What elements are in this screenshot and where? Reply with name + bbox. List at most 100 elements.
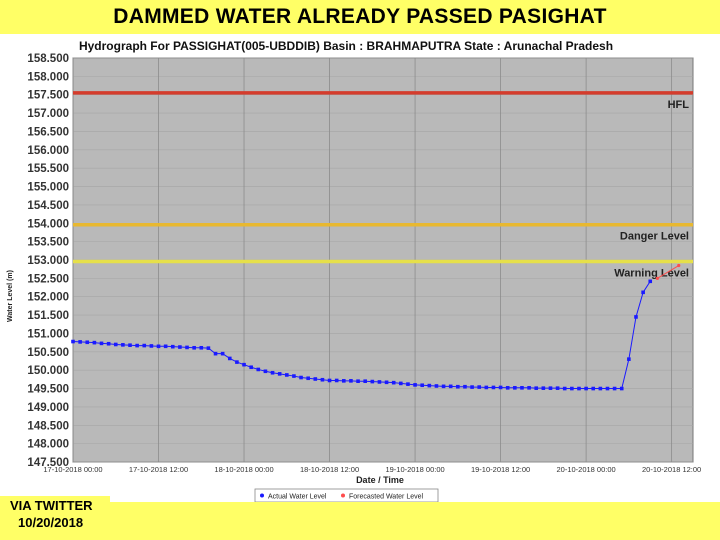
actual-point <box>577 386 581 391</box>
y-tick-label: 150.000 <box>27 365 69 377</box>
actual-point <box>363 379 367 383</box>
forecast-point <box>677 263 681 268</box>
y-tick-label: 157.500 <box>27 90 69 102</box>
actual-point <box>370 379 375 384</box>
x-axis-label: Date / Time <box>356 475 404 485</box>
actual-point <box>456 384 460 389</box>
actual-point <box>113 342 118 347</box>
actual-point <box>612 386 617 391</box>
actual-point <box>71 339 75 344</box>
actual-point <box>185 345 189 350</box>
actual-point <box>513 386 517 390</box>
actual-point <box>334 378 339 383</box>
actual-point <box>156 344 161 349</box>
actual-point <box>178 345 182 349</box>
actual-point <box>498 385 503 390</box>
actual-point <box>420 383 424 388</box>
actual-series-line <box>72 281 651 390</box>
actual-point <box>605 386 610 391</box>
x-tick-label: 18-10-2018 12:00 <box>300 465 359 474</box>
y-tick-label: 156.000 <box>27 145 69 157</box>
ref-label-hfl: HFL <box>668 99 690 111</box>
legend-forecast-marker <box>341 493 345 498</box>
actual-point <box>377 380 382 384</box>
actual-point <box>170 344 175 349</box>
actual-point <box>427 383 432 388</box>
actual-point <box>249 365 253 370</box>
ref-label-danger-level: Danger Level <box>620 231 689 243</box>
y-tick-label: 148.500 <box>27 420 69 432</box>
y-tick-label: 148.000 <box>27 439 69 451</box>
y-tick-label: 155.500 <box>27 163 69 175</box>
actual-point <box>548 386 553 390</box>
actual-point <box>520 386 524 390</box>
y-tick-label: 156.500 <box>27 126 69 138</box>
actual-point <box>242 362 246 367</box>
credit-box: VIA TWITTER 10/20/2018 <box>0 496 110 540</box>
y-tick-label: 152.500 <box>27 273 69 285</box>
actual-point <box>349 379 353 383</box>
actual-point <box>128 343 132 348</box>
actual-point <box>434 384 439 388</box>
actual-point <box>505 386 510 390</box>
credit-date: 10/20/2018 <box>18 515 84 530</box>
legend-forecast-label: Forecasted Water Level <box>349 494 423 501</box>
y-tick-label: 153.500 <box>27 237 69 249</box>
actual-point <box>448 384 453 389</box>
actual-point <box>149 344 154 348</box>
y-axis-label: Water Level (m) <box>7 270 14 322</box>
actual-point <box>299 375 303 380</box>
y-tick-label: 147.500 <box>27 457 69 469</box>
y-tick-label: 154.500 <box>27 200 69 212</box>
x-tick-label: 19-10-2018 00:00 <box>385 465 444 474</box>
y-tick-label: 154.000 <box>27 218 69 230</box>
actual-point <box>527 386 531 390</box>
y-tick-label: 157.000 <box>27 108 69 120</box>
y-tick-label: 149.000 <box>27 402 69 414</box>
x-tick-label: 19-10-2018 12:00 <box>471 465 530 474</box>
credit-source: VIA TWITTER <box>10 498 93 513</box>
actual-point <box>78 340 82 344</box>
actual-point <box>406 382 410 386</box>
x-tick-label: 18-10-2018 00:00 <box>214 465 273 474</box>
actual-point <box>441 384 446 389</box>
actual-point <box>399 381 403 386</box>
actual-point <box>106 341 111 346</box>
actual-point <box>463 384 467 389</box>
actual-point <box>270 370 275 375</box>
actual-point <box>484 385 489 390</box>
x-tick-label: 17-10-2018 12:00 <box>129 465 188 474</box>
y-tick-label: 152.000 <box>27 292 69 304</box>
actual-point <box>327 378 332 383</box>
actual-point <box>648 279 653 284</box>
actual-point <box>99 341 104 346</box>
actual-point <box>384 380 389 385</box>
headline-banner: DAMMED WATER ALREADY PASSED PASIGHAT <box>0 0 720 34</box>
actual-point <box>627 357 631 361</box>
y-tick-label: 158.500 <box>27 53 69 65</box>
y-tick-label: 151.500 <box>27 310 69 322</box>
actual-point <box>562 386 567 391</box>
actual-point <box>591 386 596 391</box>
actual-point <box>413 383 417 387</box>
plot-area: 147.500 148.000 148.500 149.000 149.500 150.0… <box>27 53 701 474</box>
actual-point <box>555 386 560 390</box>
actual-point <box>534 386 539 390</box>
actual-point <box>292 374 296 378</box>
actual-point <box>356 379 360 383</box>
actual-point <box>570 386 574 391</box>
actual-point <box>477 385 482 389</box>
actual-point <box>320 377 325 382</box>
actual-point <box>277 372 282 376</box>
actual-point <box>470 385 474 389</box>
chart-legend: Actual Water Level Forecasted Water Leve… <box>254 488 439 503</box>
y-tick-label: 158.000 <box>27 71 69 83</box>
actual-point <box>213 351 218 356</box>
actual-point <box>92 340 97 345</box>
actual-point <box>142 343 147 348</box>
actual-point <box>391 380 396 385</box>
legend-actual-marker <box>260 493 264 498</box>
y-tick-label: 149.500 <box>27 384 69 396</box>
actual-point <box>306 376 310 381</box>
actual-point <box>619 386 624 391</box>
